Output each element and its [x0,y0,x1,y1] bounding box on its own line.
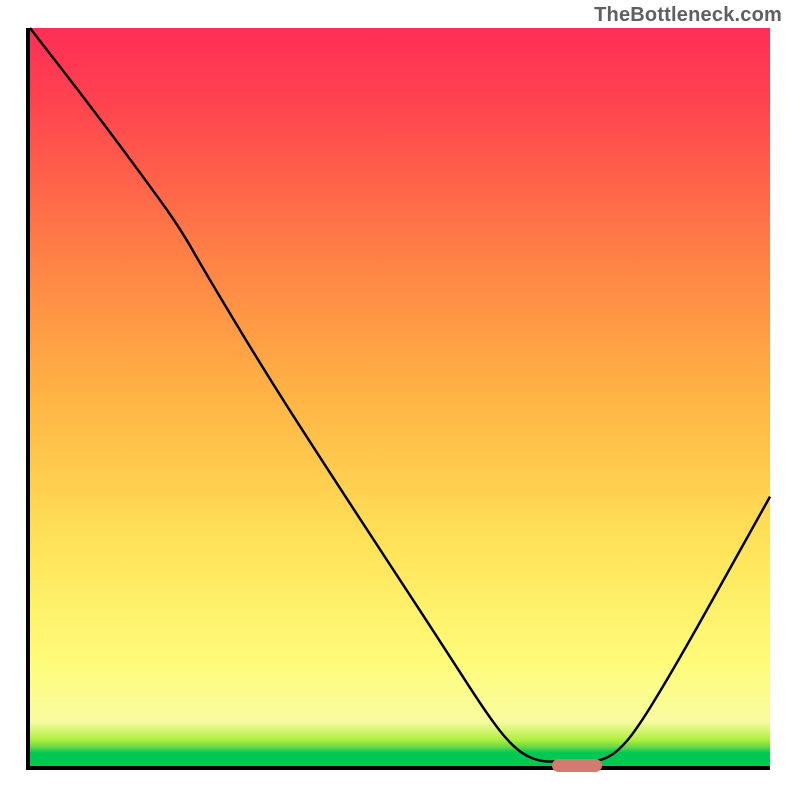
watermark-text: TheBottleneck.com [594,4,782,27]
optimum-marker [552,759,603,772]
bottleneck-chart [26,28,770,770]
bottleneck-curve-svg [30,28,770,766]
bottleneck-curve [30,28,770,762]
